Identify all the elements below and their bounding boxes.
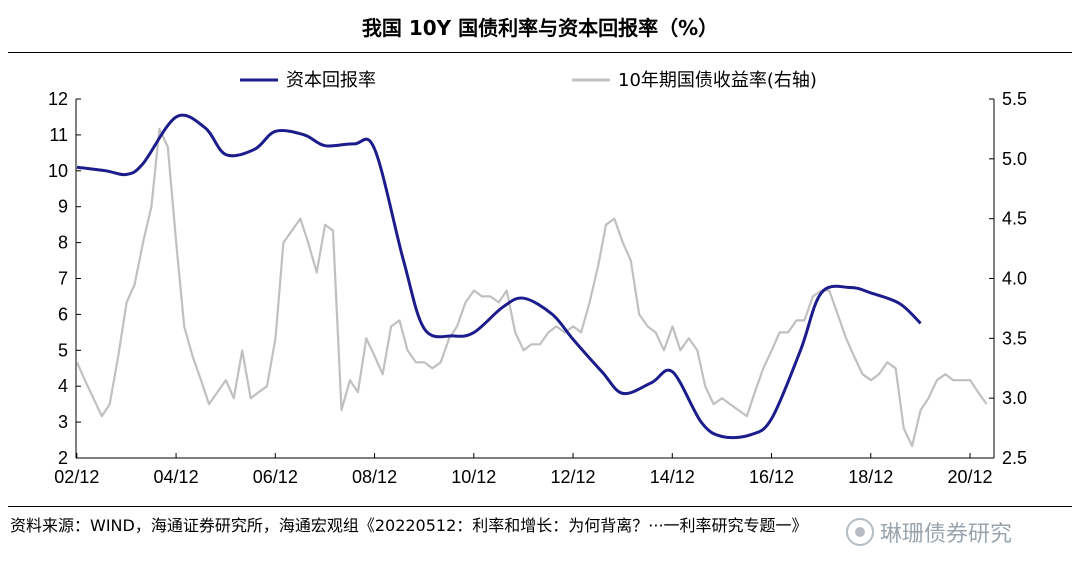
series-line-10y-yield — [75, 127, 988, 448]
left-y-tick-label: 7 — [58, 269, 68, 289]
left-y-tick-label: 3 — [58, 412, 68, 432]
legend: 资本回报率 10年期国债收益率(右轴) — [240, 70, 817, 91]
legend-label-series-2: 10年期国债收益率(右轴) — [618, 70, 817, 91]
chart-title: 我国 10Y 国债利率与资本回报率（%） — [361, 15, 719, 40]
right-y-tick-label: 3.5 — [1002, 328, 1027, 348]
right-y-tick-label: 5.0 — [1002, 149, 1027, 169]
x-tick-label: 04/12 — [154, 467, 199, 487]
x-tick-label: 10/12 — [451, 467, 496, 487]
right-y-tick-label: 4.0 — [1002, 269, 1027, 289]
x-tick-label: 14/12 — [650, 467, 695, 487]
source-note: 资料来源：WIND，海通证券研究所，海通宏观组《20220512：利率和增长：为… — [10, 516, 808, 535]
left-y-tick-label: 12 — [48, 89, 68, 109]
plot-area — [75, 113, 988, 448]
left-y-tick-label: 6 — [58, 304, 68, 324]
x-tick-label: 02/12 — [54, 467, 99, 487]
x-tick-label: 16/12 — [749, 467, 794, 487]
left-y-tick-label: 5 — [58, 340, 68, 360]
series-line-capital-return — [76, 113, 922, 440]
right-y-tick-label: 2.5 — [1002, 448, 1027, 468]
legend-label-series-1: 资本回报率 — [286, 70, 376, 91]
x-tick-label: 18/12 — [848, 467, 893, 487]
watermark-text: 琳珊债券研究 — [880, 522, 1013, 547]
right-y-tick-label: 4.5 — [1002, 209, 1027, 229]
left-y-tick-label: 11 — [49, 125, 68, 145]
left-y-tick-label: 9 — [58, 197, 68, 217]
right-y-tick-label: 5.5 — [1002, 89, 1027, 109]
x-tick-label: 12/12 — [551, 467, 596, 487]
left-y-tick-label: 10 — [48, 161, 68, 181]
x-tick-label: 08/12 — [352, 467, 397, 487]
chart: 资本回报率 10年期国债收益率(右轴) 2 3 4 5 6 7 8 9 10 11 12 2.5 3.0… — [48, 70, 1027, 487]
x-tick-label: 20/12 — [947, 467, 992, 487]
wechat-logo-icon — [846, 518, 874, 546]
left-y-tick-label: 2 — [58, 448, 68, 468]
left-y-tick-label: 4 — [58, 376, 68, 396]
axes — [75, 98, 995, 459]
left-y-tick-label: 8 — [58, 233, 68, 253]
title-divider — [8, 52, 1072, 53]
tick-labels: 2 3 4 5 6 7 8 9 10 11 12 2.5 3.0 3.5 4.0 4.5 5.0 5.5 02/12… — [48, 89, 1027, 487]
watermark: 琳珊债券研究 — [846, 516, 1012, 548]
right-y-tick-label: 3.0 — [1002, 388, 1027, 408]
source-divider — [8, 506, 1072, 507]
x-tick-label: 06/12 — [253, 467, 298, 487]
